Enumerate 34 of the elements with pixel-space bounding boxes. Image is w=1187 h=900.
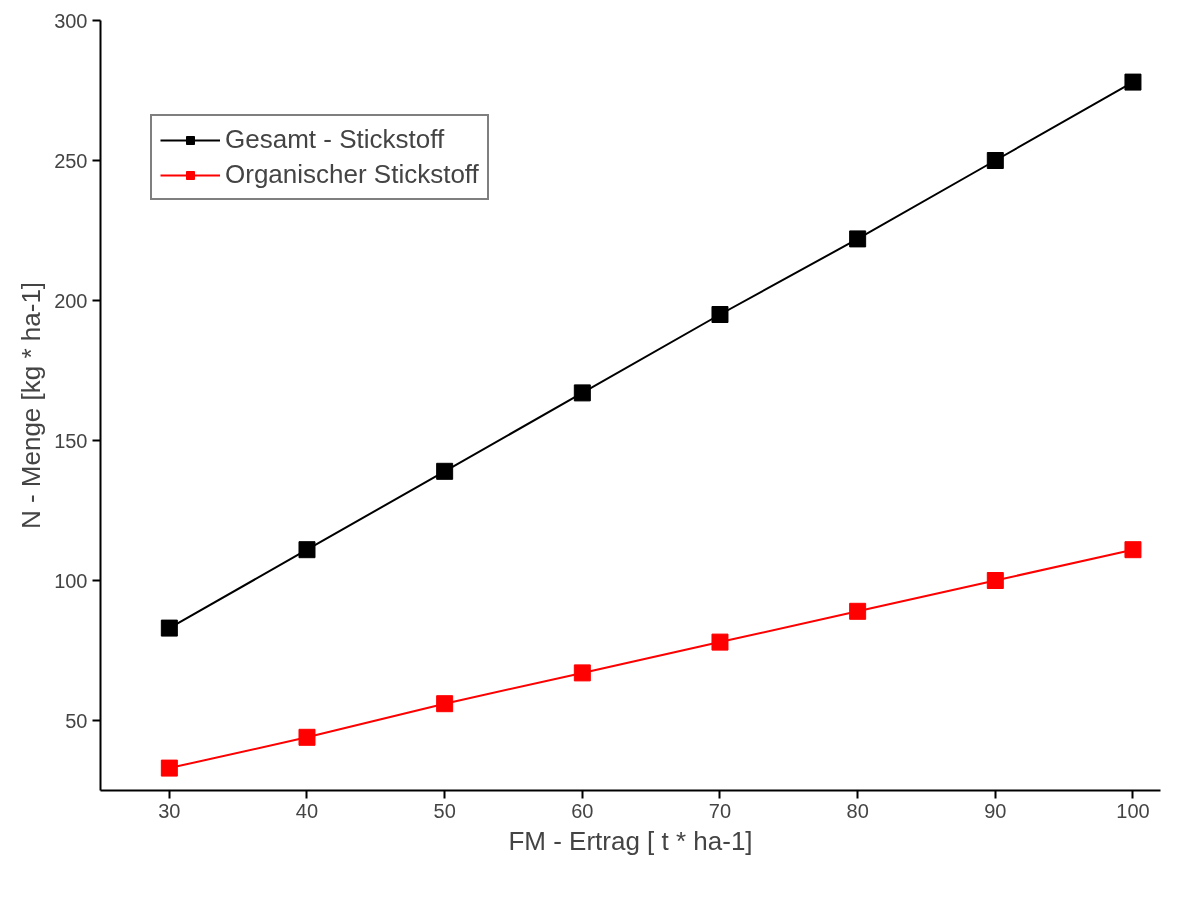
y-tick-label: 50 (65, 709, 88, 732)
x-tick-label: 80 (846, 799, 869, 822)
y-tick-label: 200 (54, 289, 88, 312)
x-tick-label: 50 (433, 799, 456, 822)
point (1124, 73, 1142, 91)
point (986, 572, 1004, 589)
point (298, 541, 316, 559)
point (160, 619, 178, 637)
legend-label: Gesamt - Stickstoff (225, 124, 445, 155)
point (986, 152, 1004, 169)
point (711, 633, 729, 651)
point (298, 728, 316, 746)
y-tick-label: 150 (54, 429, 88, 452)
x-tick-label: 70 (708, 799, 732, 822)
point (436, 462, 454, 480)
x-tick-label: 30 (158, 799, 181, 822)
y-tick-label: 300 (54, 9, 88, 32)
x-tick-label: 40 (295, 799, 319, 822)
x-tick-label: 60 (571, 799, 594, 822)
x-axis-title: FM - Ertrag [ t * ha-1] (508, 825, 753, 856)
point (436, 695, 454, 713)
point (1124, 541, 1142, 559)
point (849, 230, 867, 248)
point (711, 306, 729, 323)
y-tick-label: 250 (54, 149, 88, 172)
point (573, 384, 591, 402)
point (160, 759, 178, 777)
x-tick-label: 90 (984, 799, 1007, 822)
point (849, 602, 867, 620)
y-axis-title: N - Menge [kg * ha-1] (16, 281, 47, 530)
legend-label: Organischer Stickstoff (225, 159, 479, 190)
point (573, 664, 591, 682)
x-tick-label: 100 (1116, 799, 1150, 822)
y-tick-label: 100 (54, 569, 88, 592)
